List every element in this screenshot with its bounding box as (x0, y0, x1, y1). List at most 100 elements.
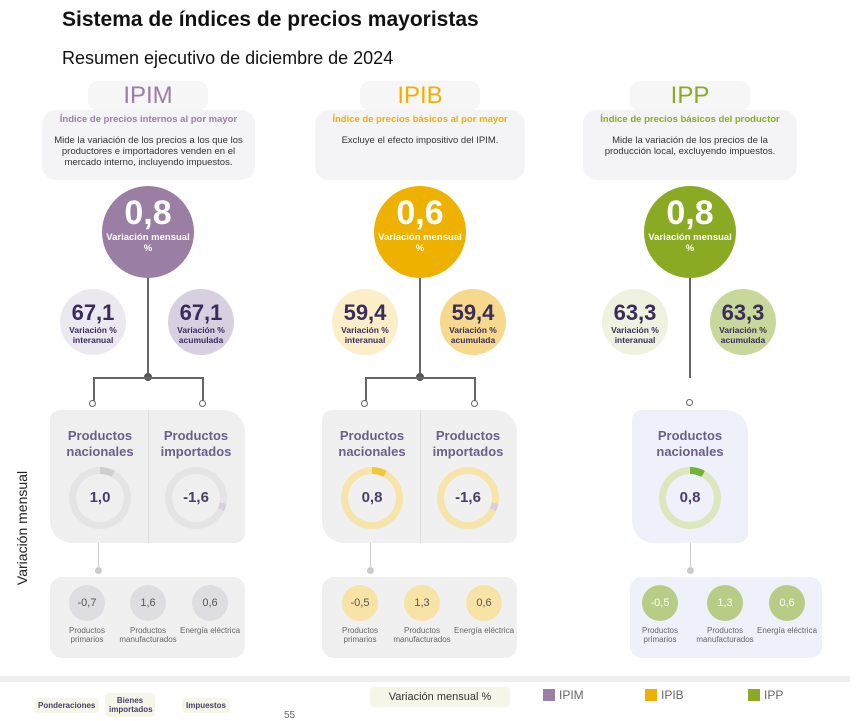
breakdown-value: 0,6 (466, 585, 502, 621)
products-divider (420, 410, 421, 543)
breakdown-value: -0,5 (342, 585, 378, 621)
product-title: Productos importados (160, 428, 232, 459)
breakdown-value: 1,3 (707, 585, 743, 621)
product-value: 1,0 (76, 474, 124, 522)
branch-line (93, 377, 95, 401)
acumulada-label: Variación % acumulada (719, 325, 767, 345)
product-ring: 1,0 (69, 467, 131, 529)
legend-swatch (543, 689, 555, 701)
footer-bar (0, 676, 850, 682)
product-title: Productos nacionales (66, 428, 134, 459)
ipib-acumulada-circle: 59,4 Variación % acumulada (440, 289, 506, 355)
connector-dot (687, 567, 694, 574)
branch-node (89, 400, 96, 407)
connector-line (690, 543, 691, 570)
products-divider (148, 410, 149, 543)
page-number: 55 (284, 710, 296, 721)
ipp-description-box: Índice de precios básicos del productor M… (583, 110, 797, 180)
product-ring: 0,8 (341, 467, 403, 529)
interanual-value: 63,3 (613, 300, 657, 325)
branch-node (686, 399, 693, 406)
ipp-interanual-circle: 63,3 Variación % interanual (602, 289, 668, 355)
product-ring: -1,6 (437, 467, 499, 529)
monthly-label: Variación mensual % (648, 232, 732, 254)
ipib-index-title: IPIB (360, 81, 480, 111)
product-title: Productos nacionales (338, 428, 406, 459)
connector-line (147, 278, 149, 378)
breakdown-label: Productos primarios (341, 626, 379, 644)
branch-node (199, 400, 206, 407)
product-value: -1,6 (172, 474, 220, 522)
acumulada-value: 67,1 (179, 300, 223, 325)
breakdown-value: 0,6 (192, 585, 228, 621)
breakdown-value: 1,6 (130, 585, 166, 621)
acumulada-label: Variación % acumulada (449, 325, 497, 345)
ipib-description-text: Excluye el efecto impositivo del IPIM. (341, 135, 499, 146)
branch-line (365, 377, 367, 401)
monthly-value: 0,6 (396, 194, 444, 232)
monthly-label: Variación mensual % (106, 232, 190, 254)
connector-line (98, 543, 99, 570)
product-value: 0,8 (348, 474, 396, 522)
ipp-acumulada-circle: 63,3 Variación % acumulada (710, 289, 776, 355)
interanual-label: Variación % interanual (611, 325, 659, 345)
chip-ponderaciones[interactable]: Ponderaciones (34, 698, 100, 713)
monthly-value: 0,8 (124, 194, 172, 232)
ipib-interanual-circle: 59,4 Variación % interanual (332, 289, 398, 355)
interanual-label: Variación % interanual (341, 325, 389, 345)
connector-line (419, 278, 421, 378)
breakdown-label: Energía eléctrica (179, 626, 241, 635)
ipp-index-title: IPP (630, 81, 750, 111)
ipib-index-name: Índice de precios básicos al por mayor (332, 114, 508, 125)
legend-label: IPIB (661, 688, 684, 702)
interanual-value: 67,1 (71, 300, 115, 325)
product-ring: -1,6 (165, 467, 227, 529)
ipib-monthly-circle: 0,6 Variación mensual % (374, 186, 466, 278)
legend-ipib: IPIB (645, 688, 684, 702)
legend-swatch (645, 689, 657, 701)
branch-line (365, 377, 475, 379)
legend-ipim: IPIM (543, 688, 584, 702)
legend-label: IPP (764, 688, 784, 702)
product-value: 0,8 (666, 474, 714, 522)
acumulada-value: 59,4 (451, 300, 495, 325)
ipim-interanual-circle: 67,1 Variación % interanual (60, 289, 126, 355)
ipim-description-text: Mide la variación de los precios a los q… (54, 135, 243, 168)
ipim-description-box: Índice de precios internos al por mayor M… (42, 110, 255, 180)
ipim-index-title: IPIM (88, 81, 208, 111)
breakdown-label: Productos primarios (641, 626, 679, 644)
breakdown-label: Energía eléctrica (756, 626, 818, 635)
branch-line (474, 377, 476, 401)
interanual-value: 59,4 (343, 300, 387, 325)
product-title: Productos nacionales (656, 428, 724, 459)
legend-swatch (748, 689, 760, 701)
breakdown-label: Energía eléctrica (453, 626, 515, 635)
branch-line (202, 377, 204, 401)
ipim-index-name: Índice de precios internos al por mayor (59, 114, 238, 125)
legend-label: IPIM (559, 688, 584, 702)
legend-title: Variación mensual % (370, 687, 510, 707)
connector-dot (95, 567, 102, 574)
ipib-description-box: Índice de precios básicos al por mayor Ex… (315, 110, 525, 180)
product-ring: 0,8 (659, 467, 721, 529)
product-value: -1,6 (444, 474, 492, 522)
ipim-monthly-circle: 0,8 Variación mensual % (102, 186, 194, 278)
ipp-monthly-circle: 0,8 Variación mensual % (644, 186, 736, 278)
legend-ipp: IPP (748, 688, 783, 702)
ipp-description-text: Mide la variación de los precios de la p… (604, 135, 776, 157)
monthly-value: 0,8 (666, 194, 714, 232)
side-label: Variación mensual (14, 470, 30, 586)
breakdown-label: Productos manufacturados (393, 626, 451, 644)
acumulada-label: Variación % acumulada (177, 325, 225, 345)
chip-impuestos[interactable]: Impuestos (182, 698, 231, 713)
chip-bienes-importados[interactable]: Bienes importados (105, 693, 155, 717)
acumulada-value: 63,3 (721, 300, 765, 325)
ipp-index-name: Índice de precios básicos del productor (600, 114, 780, 125)
connector-line (689, 278, 691, 378)
breakdown-value: 0,6 (769, 585, 805, 621)
branch-node (471, 400, 478, 407)
breakdown-label: Productos manufacturados (119, 626, 177, 644)
connector-line (370, 543, 371, 570)
connector-dot (367, 567, 374, 574)
page-title: Sistema de índices de precios mayoristas (62, 8, 479, 31)
